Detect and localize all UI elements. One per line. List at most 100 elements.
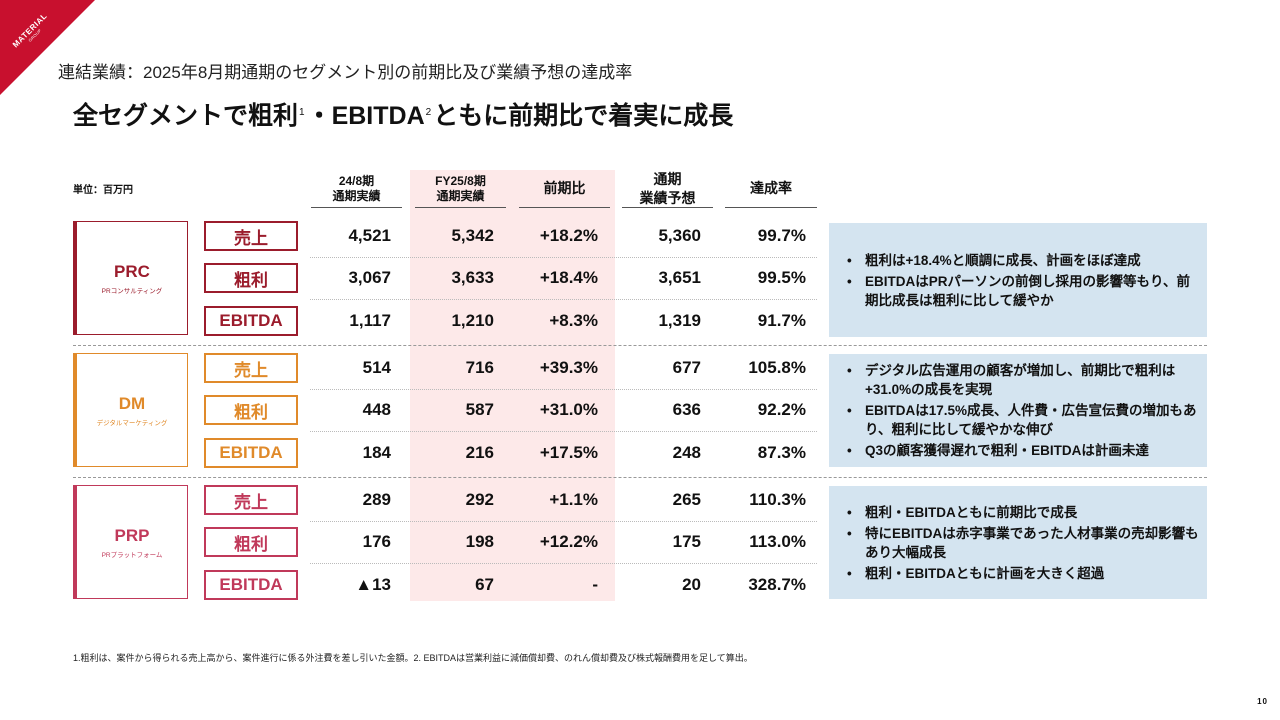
note-box-dm: デジタル広告運用の顧客が増加し、前期比で粗利は+31.0%の成長を実現EBITD… bbox=[829, 354, 1207, 467]
metric-label: 粗利 bbox=[204, 263, 298, 293]
fy-column-highlight bbox=[410, 170, 615, 601]
cell-yoy: - bbox=[592, 575, 598, 594]
segment-subtitle: PRコンサルティング bbox=[101, 287, 163, 295]
cell-fy: 3,633 bbox=[451, 268, 494, 287]
cell-yoy: +8.3% bbox=[549, 311, 598, 330]
slide-title: 全セグメントで粗利1・EBITDA2ともに前期比で着実に成長 bbox=[73, 96, 733, 132]
header-prev-line2: 通期実績 bbox=[332, 188, 381, 203]
title-part-1: 全セグメントで粗利 bbox=[73, 102, 299, 130]
cell-fy: 67 bbox=[475, 575, 494, 594]
cell-yoy: +12.2% bbox=[539, 532, 598, 551]
cell-yoy: +17.5% bbox=[539, 443, 598, 462]
note-item: 粗利・EBITDAともに計画を大きく超過 bbox=[839, 564, 1201, 583]
cell-fy: 1,210 bbox=[451, 311, 494, 330]
cell-forecast: 636 bbox=[672, 400, 701, 419]
cell-forecast: 3,651 bbox=[658, 268, 701, 287]
brand-logo-background bbox=[0, 0, 95, 95]
header-fy-line1: FY25/8期 bbox=[435, 174, 486, 189]
note-item: デジタル広告運用の顧客が増加し、前期比で粗利は+31.0%の成長を実現 bbox=[839, 361, 1201, 399]
row-divider bbox=[310, 299, 817, 300]
header-achievement: 達成率 bbox=[725, 170, 817, 208]
footnote: 1.粗利は、案件から得られる売上高から、案件進行に係る外注費を差し引いた金額。2… bbox=[73, 653, 753, 663]
metric-label: 粗利 bbox=[204, 527, 298, 557]
group-divider bbox=[73, 477, 1207, 478]
row-divider bbox=[310, 257, 817, 258]
metric-label: EBITDA bbox=[204, 438, 298, 468]
metric-label: 売上 bbox=[204, 221, 298, 251]
cell-yoy: +18.2% bbox=[539, 226, 598, 245]
cell-forecast: 1,319 bbox=[658, 311, 701, 330]
cell-achievement: 105.8% bbox=[748, 358, 806, 377]
cell-achievement: 87.3% bbox=[757, 443, 806, 462]
cell-achievement: 110.3% bbox=[749, 490, 806, 509]
segment-name: DM bbox=[118, 393, 146, 413]
cell-achievement: 99.7% bbox=[757, 226, 806, 245]
cell-forecast: 248 bbox=[672, 443, 701, 462]
cell-achievement: 91.7% bbox=[757, 311, 806, 330]
cell-fy: 716 bbox=[465, 358, 494, 377]
cell-achievement: 92.2% bbox=[757, 400, 806, 419]
header-forecast-line2: 業績予想 bbox=[639, 189, 696, 206]
metric-label: 売上 bbox=[204, 485, 298, 515]
header-yoy: 前期比 bbox=[519, 170, 610, 208]
metric-label: EBITDA bbox=[204, 306, 298, 336]
metric-label: 売上 bbox=[204, 353, 298, 383]
cell-prev: 514 bbox=[362, 358, 391, 377]
note-item: 特にEBITDAは赤字事業であった人材事業の売却影響もあり大幅成長 bbox=[839, 524, 1201, 562]
cell-prev: 289 bbox=[362, 490, 391, 509]
cell-prev: 4,521 bbox=[348, 226, 391, 245]
note-item: 粗利は+18.4%と順調に成長、計画をほぼ達成 bbox=[839, 251, 1201, 270]
cell-prev: 1,117 bbox=[349, 311, 391, 330]
cell-prev: 448 bbox=[362, 400, 391, 419]
cell-prev: 184 bbox=[362, 443, 391, 462]
group-divider bbox=[73, 345, 1207, 346]
segment-name: PRC bbox=[114, 261, 150, 281]
cell-achievement: 99.5% bbox=[757, 268, 806, 287]
header-prev-line1: 24/8期 bbox=[338, 174, 375, 189]
cell-fy: 216 bbox=[465, 443, 494, 462]
row-divider bbox=[310, 521, 817, 522]
cell-achievement: 328.7% bbox=[748, 575, 806, 594]
footnote-ref-2: 2 bbox=[425, 106, 432, 118]
segment-subtitle: PRプラットフォーム bbox=[101, 551, 163, 559]
page-number: 10 bbox=[1257, 697, 1268, 706]
row-divider bbox=[310, 563, 817, 564]
cell-forecast: 5,360 bbox=[658, 226, 701, 245]
cell-yoy: +1.1% bbox=[549, 490, 598, 509]
note-item: EBITDAはPRパーソンの前倒し採用の影響等もり、前期比成長は粗利に比して緩や… bbox=[839, 272, 1201, 310]
note-item: 粗利・EBITDAともに前期比で成長 bbox=[839, 503, 1201, 522]
cell-forecast: 265 bbox=[672, 490, 701, 509]
row-divider bbox=[310, 389, 817, 390]
cell-forecast: 677 bbox=[672, 358, 701, 377]
header-fy-line2: 通期実績 bbox=[436, 188, 485, 203]
cell-prev: 3,067 bbox=[348, 268, 391, 287]
header-forecast: 通期 業績予想 bbox=[622, 170, 713, 208]
metric-label: EBITDA bbox=[204, 570, 298, 600]
cell-prev: ▲13 bbox=[355, 575, 391, 594]
cell-fy: 587 bbox=[465, 400, 494, 419]
note-box-prc: 粗利は+18.4%と順調に成長、計画をほぼ達成 EBITDAはPRパーソンの前倒し… bbox=[829, 223, 1207, 337]
slide-subtitle: 連結業績：2025年8月期通期のセグメント別の前期比及び業績予想の達成率 bbox=[58, 63, 633, 82]
segment-box-prc: PRC PRコンサルティング bbox=[73, 221, 188, 335]
note-box-prp: 粗利・EBITDAともに前期比で成長特にEBITDAは赤字事業であった人材事業の… bbox=[829, 486, 1207, 599]
cell-achievement: 113.0% bbox=[749, 532, 806, 551]
segment-box-prp: PRP PRプラットフォーム bbox=[73, 485, 188, 599]
cell-forecast: 20 bbox=[682, 575, 701, 594]
note-item: EBITDAは17.5%成長、人件費・広告宣伝費の増加もあり、粗利に比して緩やか… bbox=[839, 401, 1201, 439]
title-part-3: ともに前期比で着実に成長 bbox=[433, 102, 734, 130]
segment-subtitle: デジタルマーケティング bbox=[96, 419, 168, 427]
row-divider bbox=[310, 431, 817, 432]
cell-yoy: +39.3% bbox=[539, 358, 598, 377]
note-item: Q3の顧客獲得遅れで粗利・EBITDAは計画未達 bbox=[839, 441, 1201, 460]
header-prev-year: 24/8期 通期実績 bbox=[311, 170, 402, 208]
cell-prev: 176 bbox=[362, 532, 391, 551]
segment-box-dm: DM デジタルマーケティング bbox=[73, 353, 188, 467]
metric-label: 粗利 bbox=[204, 395, 298, 425]
header-fy: FY25/8期 通期実績 bbox=[415, 170, 506, 208]
segment-name: PRP bbox=[114, 525, 150, 545]
cell-yoy: +31.0% bbox=[539, 400, 598, 419]
cell-forecast: 175 bbox=[672, 532, 701, 551]
footnote-ref-1: 1 bbox=[299, 106, 305, 118]
cell-fy: 5,342 bbox=[451, 226, 494, 245]
title-part-2: ・EBITDA bbox=[306, 102, 425, 130]
